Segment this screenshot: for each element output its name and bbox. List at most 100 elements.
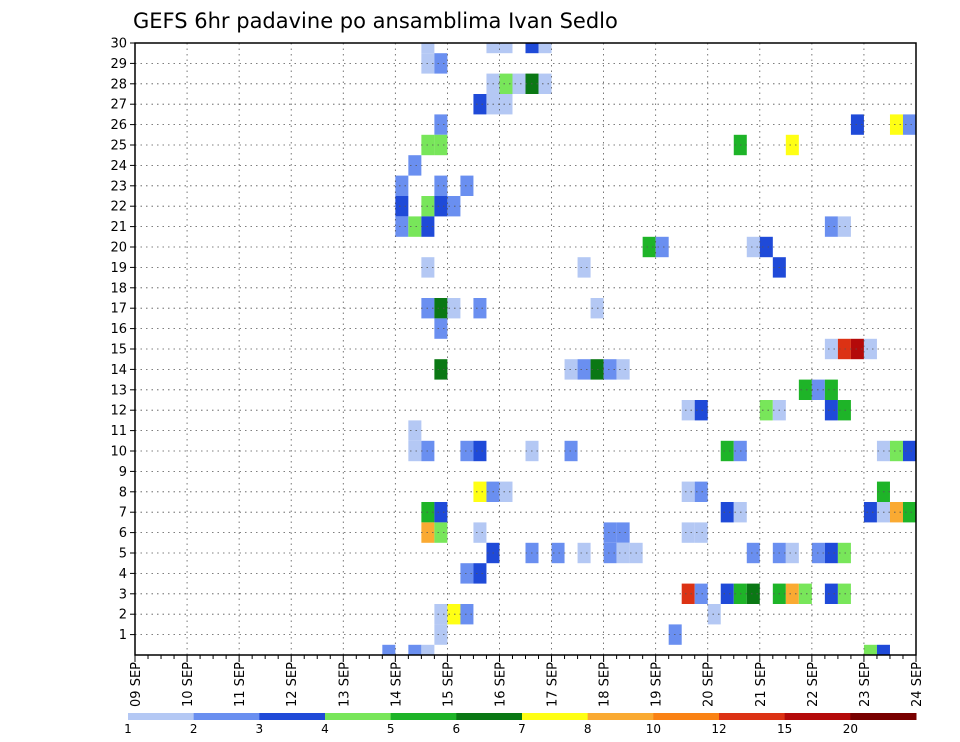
precip-cell bbox=[577, 542, 591, 564]
precip-cell bbox=[564, 440, 578, 462]
y-tick-label: 28 bbox=[110, 77, 127, 92]
precip-cell bbox=[408, 440, 422, 462]
precip-cell bbox=[850, 338, 864, 360]
precip-cell bbox=[447, 196, 461, 217]
y-tick-label: 24 bbox=[110, 159, 127, 174]
precip-cell bbox=[538, 73, 552, 94]
y-tick-label: 26 bbox=[110, 118, 127, 133]
precip-cell bbox=[460, 604, 474, 625]
x-tick-label: 15 SEP bbox=[441, 662, 456, 707]
precip-cell bbox=[876, 644, 890, 655]
precip-cell bbox=[603, 522, 617, 543]
precip-cell bbox=[824, 338, 838, 360]
precip-cell bbox=[902, 440, 916, 462]
x-tick-label: 19 SEP bbox=[650, 662, 665, 707]
legend-swatch bbox=[259, 713, 326, 720]
precip-cell bbox=[434, 502, 448, 523]
precip-cell bbox=[447, 298, 461, 319]
precip-cell bbox=[408, 155, 422, 176]
precip-cell bbox=[824, 216, 838, 237]
legend-label: 7 bbox=[518, 722, 526, 736]
precip-cell bbox=[460, 563, 474, 584]
y-tick-label: 27 bbox=[110, 98, 127, 113]
precip-cell bbox=[824, 583, 838, 604]
y-tick-label: 7 bbox=[119, 506, 127, 521]
x-tick-label: 24 SEP bbox=[910, 662, 925, 707]
precip-cell bbox=[850, 114, 864, 135]
y-tick-label: 21 bbox=[110, 220, 127, 235]
y-tick-label: 9 bbox=[119, 465, 127, 480]
legend-swatch bbox=[784, 713, 851, 720]
x-tick-label: 11 SEP bbox=[233, 662, 248, 707]
precip-cell bbox=[434, 604, 448, 625]
x-tick-label: 12 SEP bbox=[285, 662, 300, 707]
precip-cell bbox=[785, 134, 799, 156]
y-tick-label: 13 bbox=[110, 383, 127, 398]
precip-cell bbox=[720, 583, 734, 604]
y-tick-label: 3 bbox=[119, 587, 127, 602]
precip-cell bbox=[902, 114, 916, 135]
precip-cell bbox=[681, 583, 695, 604]
precip-cell bbox=[759, 400, 773, 421]
y-tick-label: 29 bbox=[110, 57, 127, 72]
y-tick-label: 2 bbox=[119, 608, 127, 623]
precip-cell bbox=[434, 298, 448, 319]
precip-cell bbox=[746, 542, 760, 564]
precip-cell bbox=[577, 257, 591, 278]
legend-label: 4 bbox=[321, 722, 329, 736]
precip-cell bbox=[759, 236, 773, 258]
precip-cell bbox=[889, 114, 903, 135]
precip-cell bbox=[694, 481, 708, 502]
y-tick-label: 20 bbox=[110, 241, 127, 256]
precip-cell bbox=[707, 604, 721, 625]
precip-cell bbox=[824, 542, 838, 564]
precip-cell bbox=[681, 522, 695, 543]
precip-cell bbox=[746, 583, 760, 604]
legend-swatch bbox=[587, 713, 654, 720]
precip-cell bbox=[902, 502, 916, 523]
precip-cell bbox=[681, 481, 695, 502]
x-tick-label: 18 SEP bbox=[598, 662, 613, 707]
x-tick-label: 14 SEP bbox=[389, 662, 404, 707]
legend-label: 15 bbox=[777, 722, 792, 736]
precip-cell bbox=[863, 502, 877, 523]
color-legend: 1 2 3 4 5 6 7 8 10 12 15 20 bbox=[124, 713, 917, 736]
y-tick-label: 17 bbox=[110, 302, 127, 317]
precip-cell bbox=[694, 522, 708, 543]
precip-cell bbox=[798, 583, 812, 604]
legend-label: 12 bbox=[711, 722, 726, 736]
precip-cell bbox=[616, 359, 630, 380]
x-tick-label: 17 SEP bbox=[546, 662, 561, 707]
chart-title: GEFS 6hr padavine po ansamblima Ivan Sed… bbox=[133, 9, 618, 33]
precip-cell bbox=[525, 43, 539, 54]
precip-cell bbox=[473, 94, 487, 115]
precip-cell bbox=[863, 338, 877, 360]
y-tick-label: 1 bbox=[119, 628, 127, 643]
y-tick-label: 16 bbox=[110, 322, 127, 337]
y-tick-label: 15 bbox=[110, 343, 127, 358]
precip-cell bbox=[577, 359, 591, 380]
legend-swatch bbox=[390, 713, 457, 720]
x-tick-label: 22 SEP bbox=[806, 662, 821, 707]
precip-cell bbox=[395, 175, 409, 196]
legend-label: 6 bbox=[453, 722, 461, 736]
precip-cell bbox=[460, 175, 474, 196]
precip-cell bbox=[785, 583, 799, 604]
x-tick-label: 16 SEP bbox=[493, 662, 508, 707]
precip-cell bbox=[499, 43, 513, 54]
precip-cell bbox=[473, 563, 487, 584]
y-tick-label: 23 bbox=[110, 179, 127, 194]
precip-cell bbox=[681, 400, 695, 421]
x-tick-label: 13 SEP bbox=[337, 662, 352, 707]
legend-swatch bbox=[653, 713, 720, 720]
precip-cell bbox=[408, 216, 422, 237]
legend-swatch bbox=[325, 713, 392, 720]
precip-cell bbox=[824, 400, 838, 421]
precip-cell bbox=[473, 522, 487, 543]
precip-cell bbox=[642, 236, 656, 258]
precip-cell bbox=[616, 522, 630, 543]
precip-cell bbox=[655, 236, 669, 258]
precip-cell bbox=[460, 440, 474, 462]
legend-swatch bbox=[193, 713, 260, 720]
precip-cell bbox=[785, 542, 799, 564]
